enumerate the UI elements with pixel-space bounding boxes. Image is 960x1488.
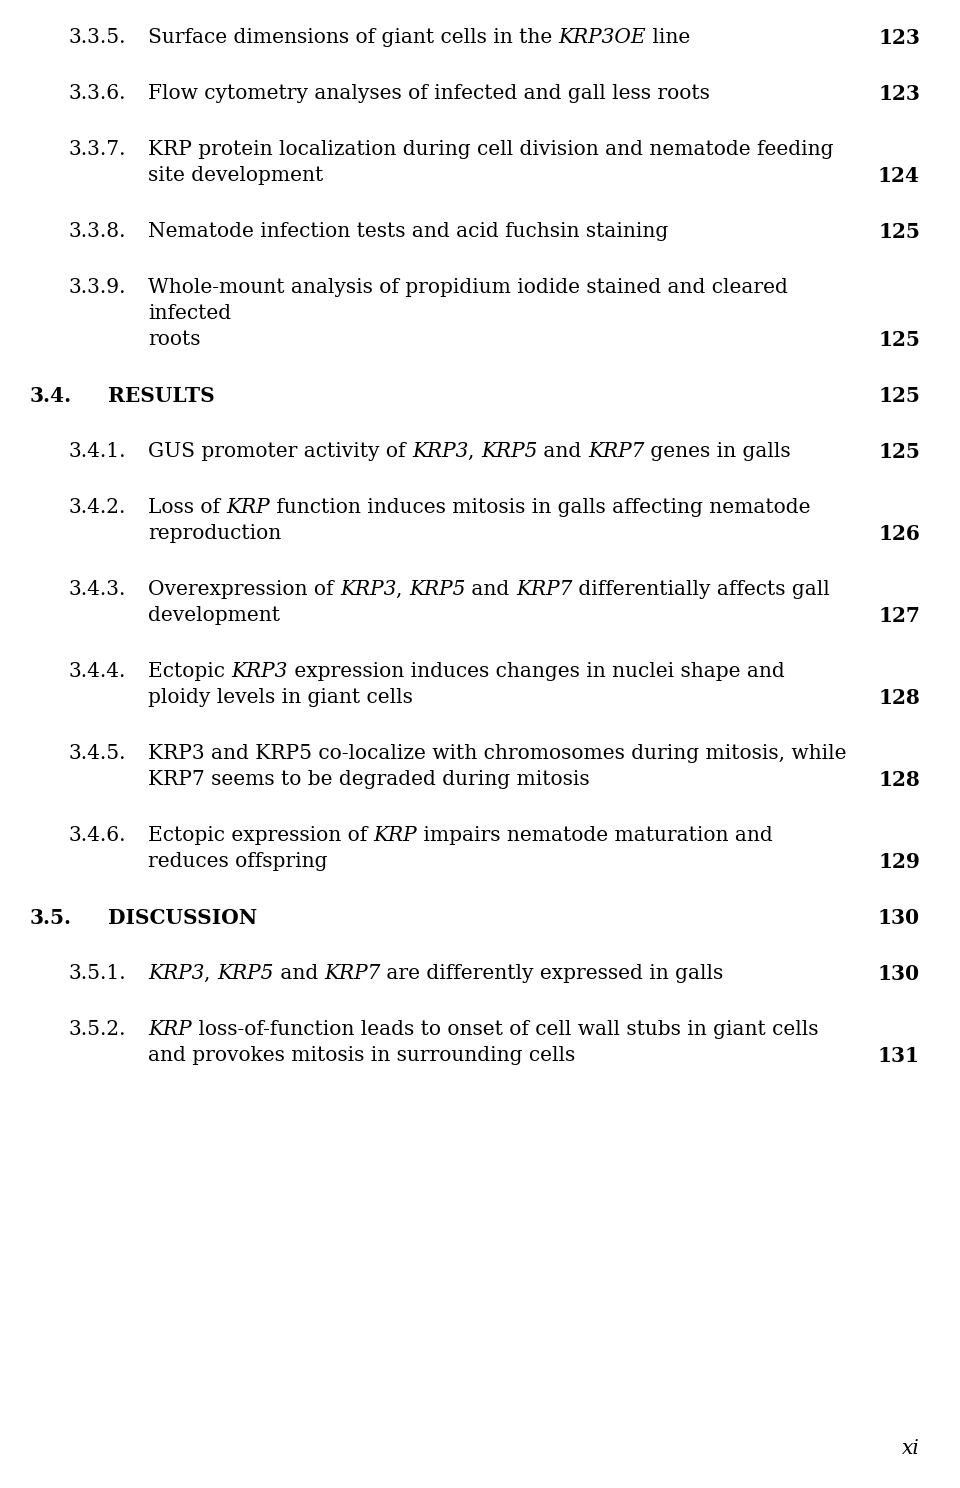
Text: development: development — [148, 606, 280, 625]
Text: ,: , — [468, 442, 481, 461]
Text: 125: 125 — [878, 442, 920, 461]
Text: Nematode infection tests and acid fuchsin staining: Nematode infection tests and acid fuchsi… — [148, 222, 668, 241]
Text: 3.3.5.: 3.3.5. — [68, 28, 126, 48]
Text: 128: 128 — [878, 769, 920, 790]
Text: Overexpression of: Overexpression of — [148, 580, 340, 600]
Text: 128: 128 — [878, 687, 920, 708]
Text: KRP3: KRP3 — [231, 662, 288, 682]
Text: and: and — [274, 964, 324, 984]
Text: infected: infected — [148, 304, 231, 323]
Text: KRP protein localization during cell division and nematode feeding: KRP protein localization during cell div… — [148, 140, 833, 159]
Text: 3.5.2.: 3.5.2. — [68, 1019, 126, 1039]
Text: 124: 124 — [878, 167, 920, 186]
Text: line: line — [646, 28, 690, 48]
Text: 3.3.6.: 3.3.6. — [68, 83, 126, 103]
Text: reduces offspring: reduces offspring — [148, 853, 327, 870]
Text: 126: 126 — [878, 524, 920, 545]
Text: 3.4.1.: 3.4.1. — [68, 442, 126, 461]
Text: 3.5.: 3.5. — [30, 908, 72, 929]
Text: GUS promoter activity of: GUS promoter activity of — [148, 442, 412, 461]
Text: 130: 130 — [877, 908, 920, 929]
Text: KRP7: KRP7 — [588, 442, 644, 461]
Text: KRP3 and KRP5 co-localize with chromosomes during mitosis, while: KRP3 and KRP5 co-localize with chromosom… — [148, 744, 847, 763]
Text: 123: 123 — [878, 28, 920, 48]
Text: ploidy levels in giant cells: ploidy levels in giant cells — [148, 687, 413, 707]
Text: site development: site development — [148, 167, 324, 185]
Text: Ectopic: Ectopic — [148, 662, 231, 682]
Text: differentially affects gall: differentially affects gall — [572, 580, 830, 600]
Text: 3.3.9.: 3.3.9. — [68, 278, 126, 298]
Text: 3.4.2.: 3.4.2. — [68, 498, 126, 516]
Text: Surface dimensions of giant cells in the: Surface dimensions of giant cells in the — [148, 28, 559, 48]
Text: Whole-mount analysis of propidium iodide stained and cleared: Whole-mount analysis of propidium iodide… — [148, 278, 788, 298]
Text: KRP7 seems to be degraded during mitosis: KRP7 seems to be degraded during mitosis — [148, 769, 589, 789]
Text: KRP5: KRP5 — [217, 964, 274, 984]
Text: and: and — [466, 580, 516, 600]
Text: impairs nematode maturation and: impairs nematode maturation and — [418, 826, 773, 845]
Text: 125: 125 — [878, 222, 920, 243]
Text: KRP3: KRP3 — [148, 964, 204, 984]
Text: 130: 130 — [877, 964, 920, 984]
Text: KRP3OE: KRP3OE — [559, 28, 646, 48]
Text: xi: xi — [902, 1439, 920, 1458]
Text: KRP5: KRP5 — [481, 442, 538, 461]
Text: RESULTS: RESULTS — [108, 385, 215, 406]
Text: are differently expressed in galls: are differently expressed in galls — [380, 964, 724, 984]
Text: Flow cytometry analyses of infected and gall less roots: Flow cytometry analyses of infected and … — [148, 83, 709, 103]
Text: expression induces changes in nuclei shape and: expression induces changes in nuclei sha… — [288, 662, 784, 682]
Text: 3.4.6.: 3.4.6. — [68, 826, 126, 845]
Text: KRP3: KRP3 — [412, 442, 468, 461]
Text: KRP5: KRP5 — [409, 580, 466, 600]
Text: function induces mitosis in galls affecting nematode: function induces mitosis in galls affect… — [270, 498, 810, 516]
Text: loss-of-function leads to onset of cell wall stubs in giant cells: loss-of-function leads to onset of cell … — [192, 1019, 818, 1039]
Text: 131: 131 — [878, 1046, 920, 1065]
Text: and: and — [538, 442, 588, 461]
Text: Loss of: Loss of — [148, 498, 227, 516]
Text: ,: , — [396, 580, 409, 600]
Text: KRP: KRP — [227, 498, 270, 516]
Text: KRP7: KRP7 — [516, 580, 572, 600]
Text: 3.4.4.: 3.4.4. — [68, 662, 126, 682]
Text: KRP: KRP — [148, 1019, 192, 1039]
Text: 125: 125 — [878, 385, 920, 406]
Text: ,: , — [204, 964, 217, 984]
Text: roots: roots — [148, 330, 201, 350]
Text: genes in galls: genes in galls — [644, 442, 791, 461]
Text: KRP3: KRP3 — [340, 580, 396, 600]
Text: KRP7: KRP7 — [324, 964, 380, 984]
Text: 3.3.8.: 3.3.8. — [68, 222, 126, 241]
Text: KRP: KRP — [373, 826, 418, 845]
Text: 127: 127 — [878, 606, 920, 626]
Text: 125: 125 — [878, 330, 920, 350]
Text: 3.5.1.: 3.5.1. — [68, 964, 126, 984]
Text: 123: 123 — [878, 83, 920, 104]
Text: 3.4.5.: 3.4.5. — [68, 744, 126, 763]
Text: and provokes mitosis in surrounding cells: and provokes mitosis in surrounding cell… — [148, 1046, 575, 1065]
Text: reproduction: reproduction — [148, 524, 281, 543]
Text: Ectopic expression of: Ectopic expression of — [148, 826, 373, 845]
Text: 3.3.7.: 3.3.7. — [68, 140, 126, 159]
Text: 3.4.: 3.4. — [30, 385, 72, 406]
Text: DISCUSSION: DISCUSSION — [108, 908, 257, 929]
Text: 3.4.3.: 3.4.3. — [68, 580, 126, 600]
Text: 129: 129 — [878, 853, 920, 872]
